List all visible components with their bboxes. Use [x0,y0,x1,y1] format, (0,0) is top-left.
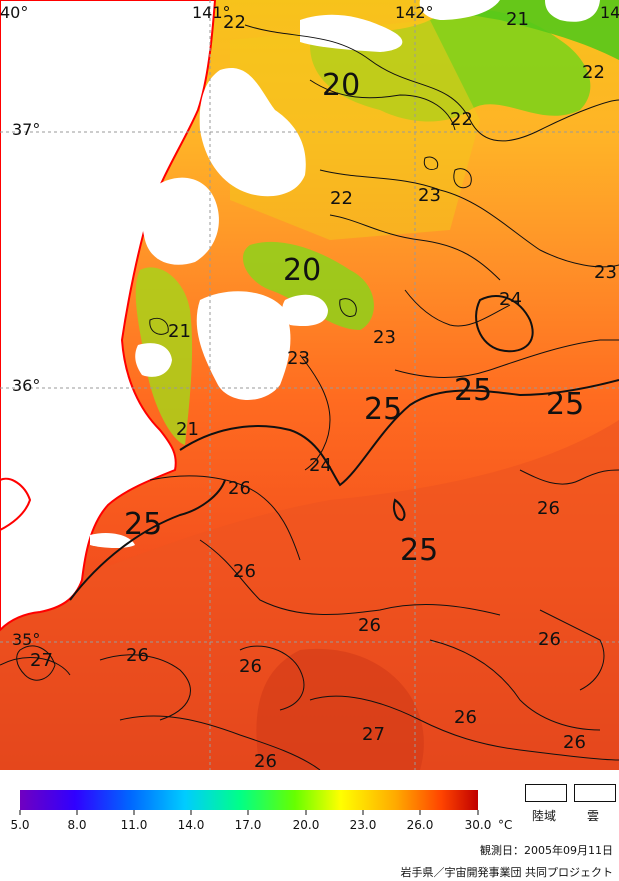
contour-label: 22 [223,12,246,33]
cool-region-mid [242,241,374,330]
scale-unit: °C [498,818,513,832]
sea-surface-temperature-map: 40° 141° 142° 14 37° 36° 35° 22 22 21 20… [0,0,619,770]
scale-tick-label: 14.0 [177,818,205,832]
scale-tick-label: 5.0 [10,818,30,832]
contour-label: 26 [563,732,586,753]
contour-label: 23 [418,185,441,206]
land-legend-swatch [525,784,567,802]
scale-tick-label: 8.0 [67,818,87,832]
contour-label: 27 [30,650,53,671]
scale-tick-label: 20.0 [292,818,320,832]
contour-labels: 22 22 21 20 22 22 23 22 20 23 23 21 23 2… [30,9,617,770]
contour-label: 23 [594,262,617,283]
contour-label: 26 [454,707,477,728]
contour-label: 25 [124,507,162,542]
land-legend-label: 陸域 [532,809,557,823]
contour-label: 20 [322,68,360,103]
cloud-legend-label: 雲 [587,809,600,823]
warm-region-southeast [256,648,424,770]
color-scale [19,790,479,815]
scale-tick-label: 23.0 [349,818,377,832]
color-scale-bar [20,790,478,810]
contour-label: 26 [537,498,560,519]
contour-label: 24 [309,455,332,476]
lon-label-140: 40° [0,3,28,22]
cloud-legend-swatch [574,784,616,802]
contour-label: 26 [239,656,262,677]
lat-label-35: 35° [12,630,40,649]
isotherm-contours [0,24,619,770]
contour-label: 21 [506,9,529,30]
lat-label-36: 36° [12,376,40,395]
contour-label: 26 [228,478,251,499]
credit-text: 岩手県／宇宙開発事業団 共同プロジェクト [400,866,614,879]
scale-tick-label: 30.0 [464,818,492,832]
contour-label: 21 [176,419,199,440]
graticule [0,0,619,770]
contour-label: 25 [546,387,584,422]
contour-label-25-center: 25 [400,533,438,568]
lon-label-143: 14 [600,3,619,22]
color-scale-ticks [19,810,479,815]
contour-label: 22 [450,109,473,130]
contour-label: 22 [582,62,605,83]
contour-label: 20 [283,253,321,288]
lon-label-142: 142° [395,3,434,22]
contour-label: 23 [373,327,396,348]
scale-tick-label: 11.0 [120,818,148,832]
contour-label: 24 [499,289,522,310]
contour-label: 22 [330,188,353,209]
contour-label: 26 [126,645,149,666]
lat-label-37: 37° [12,120,40,139]
contour-label: 25 [364,392,402,427]
contour-label: 26 [233,561,256,582]
contour-label: 27 [362,724,385,745]
contour-label: 25 [454,373,492,408]
contour-label: 26 [254,751,277,770]
contour-label: 26 [358,615,381,636]
land-peninsula [0,477,32,532]
scale-tick-label: 26.0 [406,818,434,832]
contour-label: 23 [287,348,310,369]
observation-date: 観測日：2005年09月11日 [480,844,613,857]
graticule-labels: 40° 141° 142° 14 37° 36° 35° [0,3,619,649]
scale-tick-label: 17.0 [234,818,262,832]
contour-label: 21 [168,321,191,342]
warm-region-south [0,420,619,770]
lon-label-141: 141° [192,3,231,22]
contour-label: 26 [538,629,561,650]
legend-panel: 5.0 8.0 11.0 14.0 17.0 20.0 23.0 26.0 30… [0,770,619,881]
